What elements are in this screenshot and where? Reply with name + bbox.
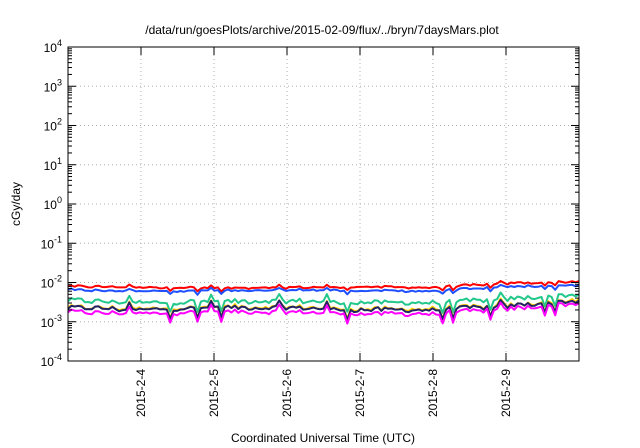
chart-title: /data/run/goesPlots/archive/2015-02-09/f…: [145, 23, 499, 37]
series-line-5: [67, 298, 580, 321]
x-axis: 2015-2-4 2015-2-5 2015-2-6 2015-2-7 2015-2-8…: [134, 47, 513, 417]
x-tick-label: 2015-2-5: [207, 369, 221, 417]
series-layer: [67, 280, 580, 325]
series-line-2: [67, 283, 580, 296]
grid: [68, 47, 579, 361]
y-axis-label: cGy/day: [9, 182, 23, 226]
series-line-1: [67, 280, 580, 293]
y-tick-label: 104: [44, 38, 62, 55]
y-tick-label: 100: [44, 195, 62, 212]
series-line-3: [67, 291, 580, 314]
x-axis-label: Coordinated Universal Time (UTC): [231, 431, 415, 445]
y-tick-label: 102: [44, 117, 62, 134]
x-tick-label: 2015-2-9: [499, 369, 513, 417]
x-tick-label: 2015-2-7: [353, 369, 367, 417]
x-tick-label: 2015-2-4: [134, 369, 148, 417]
y-tick-label: 10-1: [41, 234, 62, 251]
y-tick-label: 10-4: [41, 352, 62, 369]
x-tick-label: 2015-2-6: [280, 369, 294, 417]
y-tick-label: 10-3: [41, 313, 62, 330]
y-tick-label: 103: [44, 77, 62, 94]
y-tick-label: 10-2: [41, 274, 62, 291]
x-tick-label: 2015-2-8: [426, 369, 440, 417]
y-tick-label: 101: [44, 156, 62, 173]
series-line-6: [67, 301, 580, 325]
y-axis: 10-4 10-3 10-2 10-1 100 101 102 103 104: [41, 38, 579, 369]
